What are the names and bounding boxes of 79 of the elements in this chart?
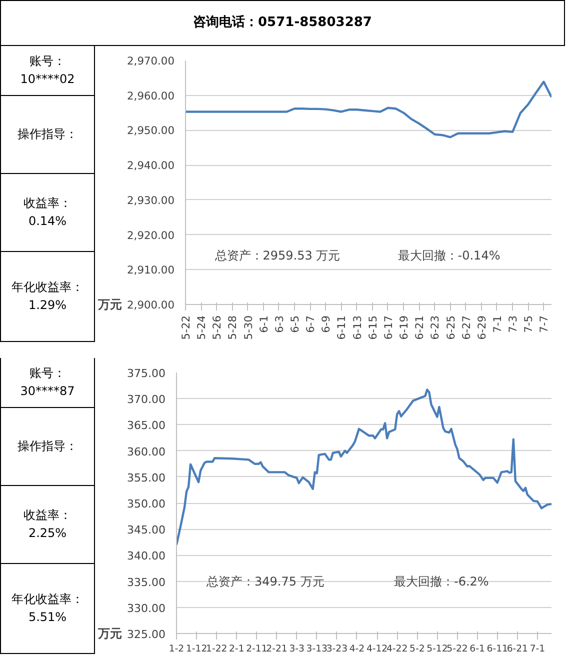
text: 操作指导： xyxy=(18,126,78,143)
text: 账号： 30****87 xyxy=(20,365,75,400)
annotation: 最大回撤：-6.2% xyxy=(394,574,489,588)
x-tick-label: 1-22 xyxy=(206,644,228,654)
y-tick-label: 355.00 xyxy=(127,471,166,484)
x-tick-label: 6-29 xyxy=(475,315,488,340)
y-tick-label: 2,970.00 xyxy=(127,54,175,68)
text: 收益率： 2.25% xyxy=(24,507,72,542)
x-tick-label: 5-30 xyxy=(242,315,255,340)
x-tick-label: 3-23 xyxy=(326,644,348,654)
text: 收益率： 0.14% xyxy=(24,195,72,230)
x-tick-label: 6-25 xyxy=(444,315,458,340)
y-tick-label: 375.00 xyxy=(127,367,166,380)
y-tick-label: 2,900.00 xyxy=(127,298,175,312)
x-tick-label: 6-21 xyxy=(413,315,426,340)
x-tick-label: 6-13 xyxy=(350,315,364,340)
x-tick-label: 6-19 xyxy=(398,315,411,340)
y-tick-label: 370.00 xyxy=(127,393,166,406)
y-tick-label: 350.00 xyxy=(127,498,166,510)
x-tick-label: 6-11 xyxy=(486,644,508,654)
x-tick-label: 6-9 xyxy=(320,315,333,333)
y-tick-label: 2,950.00 xyxy=(127,124,175,138)
x-tick-label: 6-1 xyxy=(470,644,485,654)
x-tick-label: 2-21 xyxy=(266,644,288,654)
y-tick-label: 335.00 xyxy=(127,576,166,589)
x-tick-label: 5-24 xyxy=(195,315,208,340)
y-tick-label: 325.00 xyxy=(127,628,166,641)
x-tick-label: 6-17 xyxy=(382,315,395,340)
y-tick-label: 2,940.00 xyxy=(127,159,175,172)
y-tick-label: 2,960.00 xyxy=(127,89,175,102)
annotation: 总资产：2959.53 万元 xyxy=(214,248,340,263)
x-tick-label: 4-2 xyxy=(349,644,365,654)
x-tick-label: 5-28 xyxy=(226,315,240,340)
x-tick-label: 7-1 xyxy=(530,644,546,654)
text: 账号： 10****02 xyxy=(20,53,75,88)
line-series xyxy=(176,388,552,546)
x-tick-label: 5-22 xyxy=(180,315,192,340)
chart-title: 咨询电话：0571-85803287 xyxy=(193,14,372,32)
x-tick-label: 6-11 xyxy=(335,315,348,340)
x-tick-label: 7-3 xyxy=(506,316,520,333)
x-tick-label: 6-5 xyxy=(288,316,302,333)
x-tick-label: 5-2 xyxy=(410,644,425,654)
x-tick-label: 6-3 xyxy=(272,316,286,333)
y-tick-label: 2,930.00 xyxy=(127,194,175,207)
text: 操作指导： xyxy=(18,438,78,455)
y-axis-title: 万元 xyxy=(97,298,122,312)
y-tick-label: 2,910.00 xyxy=(127,264,175,277)
x-tick-label: 3-13 xyxy=(306,644,328,654)
y-tick-label: 2,920.00 xyxy=(127,228,175,242)
text: 年化收益率： 1.29% xyxy=(12,279,84,314)
x-tick-label: 4-22 xyxy=(386,644,408,654)
x-tick-label: 6-21 xyxy=(506,644,528,654)
x-tick-label: 6-15 xyxy=(366,315,380,340)
x-tick-label: 5-12 xyxy=(426,644,448,654)
y-axis-title: 万元 xyxy=(97,626,122,640)
x-tick-label: 6-1 xyxy=(257,316,270,333)
y-tick-label: 345.00 xyxy=(127,524,166,537)
y-tick-label: 365.00 xyxy=(127,419,166,432)
x-tick-label: 1-12 xyxy=(186,644,208,654)
annotation: 总资产：349.75 万元 xyxy=(206,574,324,588)
y-tick-label: 360.00 xyxy=(127,445,166,458)
x-tick-label: 5-22 xyxy=(446,644,468,654)
x-tick-label: 4-12 xyxy=(366,644,388,654)
line-series xyxy=(186,80,552,138)
x-tick-label: 2-1 xyxy=(229,644,244,654)
x-tick-label: 7-7 xyxy=(538,316,551,333)
x-tick-label: 6-23 xyxy=(428,315,442,340)
x-tick-label: 5-26 xyxy=(210,315,224,340)
x-tick-label: 1-2 xyxy=(168,644,184,654)
x-tick-label: 3-3 xyxy=(289,644,305,654)
x-tick-label: 7-5 xyxy=(522,316,536,333)
x-tick-label: 6-7 xyxy=(304,316,318,333)
x-tick-label: 2-11 xyxy=(246,644,268,654)
x-tick-label: 7-1 xyxy=(490,316,504,333)
y-tick-label: 330.00 xyxy=(127,602,166,615)
y-tick-label: 340.00 xyxy=(127,550,166,563)
x-tick-label: 6-27 xyxy=(460,315,473,340)
text: 年化收益率： 5.51% xyxy=(12,591,84,626)
annotation: 最大回撤：-0.14% xyxy=(398,248,500,263)
